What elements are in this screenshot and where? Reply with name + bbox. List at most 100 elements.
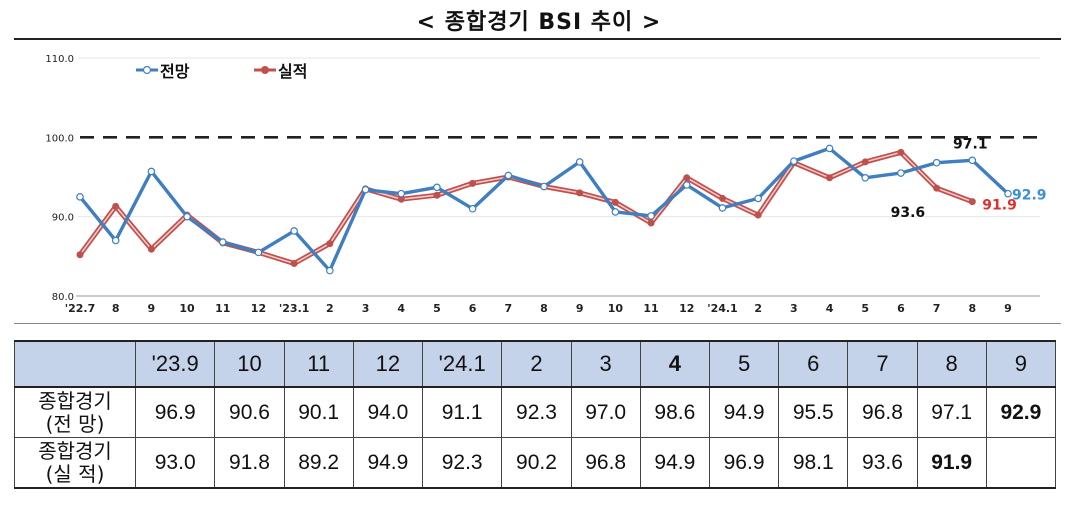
- data-point-actual: [611, 198, 619, 206]
- table-header-cell: 9: [985, 340, 1057, 388]
- x-tick-label: '24.1: [707, 302, 738, 315]
- data-point-actual: [861, 158, 869, 166]
- data-point-forecast: [825, 144, 834, 153]
- x-tick-label: 9: [1004, 302, 1012, 315]
- data-point-forecast: [718, 204, 727, 212]
- data-point-forecast: [361, 185, 370, 194]
- x-tick-label: 6: [897, 302, 905, 315]
- data-point-forecast: [861, 173, 870, 182]
- table-header-cell: 5: [708, 340, 780, 388]
- legend-actual-label: 실적: [278, 62, 308, 81]
- table-cell: 97.1: [916, 386, 987, 438]
- data-point-forecast: [147, 167, 156, 176]
- table-header-cell: 3: [570, 340, 641, 388]
- top-rule: [14, 38, 1061, 40]
- x-tick-label: 3: [790, 302, 798, 315]
- chart-table-divider: [14, 323, 1061, 324]
- table-cell: 91.1: [421, 386, 503, 438]
- x-tick-label: 5: [861, 302, 869, 315]
- x-tick-label: 8: [968, 302, 976, 315]
- x-tick-label: 8: [112, 302, 120, 315]
- y-tick-label: 100.0: [45, 133, 74, 144]
- table-cell: 90.6: [214, 386, 285, 438]
- table-cell: 89.2: [283, 437, 354, 489]
- x-tick-label: 9: [576, 302, 584, 315]
- data-point-forecast: [111, 236, 120, 245]
- table-cell: 98.1: [778, 437, 849, 489]
- table-row-actual: 종합경기 (실 적) 93.0 91.8 89.2 94.9 92.3 90.2…: [14, 437, 1057, 489]
- data-point-actual: [718, 194, 726, 202]
- table-cell: 90.1: [283, 386, 354, 438]
- series-line-actual-outer: [77, 149, 974, 266]
- data-point-actual: [683, 174, 691, 182]
- table-header-cell: '23.9: [134, 340, 216, 388]
- x-tick-label: 8: [540, 302, 548, 315]
- table-cell: 94.9: [708, 386, 780, 438]
- data-point-forecast: [218, 238, 227, 246]
- table-header-cell: '24.1: [421, 340, 503, 388]
- table-cell: 92.3: [421, 437, 503, 489]
- legend-forecast-label: 전망: [160, 62, 190, 81]
- table-header-cell: 7: [847, 340, 918, 388]
- table-header-cell: 4: [639, 340, 710, 388]
- data-point-actual: [112, 202, 120, 210]
- row-label-line: (전 망): [45, 411, 105, 436]
- data-point-actual: [754, 211, 762, 219]
- table-cell: 90.2: [501, 437, 572, 489]
- table-cell-latest: 91.9: [916, 437, 987, 489]
- table-header-row: '23.9 10 11 12 '24.1 2 3 4 5 6 7 8 9: [14, 340, 1057, 388]
- data-point-forecast: [932, 158, 941, 167]
- data-label: 92.9: [1012, 188, 1047, 204]
- data-point-actual: [968, 198, 976, 206]
- data-point-forecast: [968, 156, 977, 165]
- table-cell: [985, 437, 1057, 489]
- y-tick-label: 80.0: [52, 292, 74, 303]
- table-header-cell: 6: [778, 340, 849, 388]
- table-cell: 96.8: [570, 437, 641, 489]
- data-point-forecast: [575, 158, 584, 166]
- row-label-forecast: 종합경기 (전 망): [14, 386, 136, 438]
- table-cell: 96.9: [708, 437, 780, 489]
- table-cell: 94.0: [352, 386, 423, 438]
- table-cell: 96.8: [847, 386, 918, 438]
- x-tick-label: 7: [504, 302, 512, 315]
- data-point-actual: [933, 184, 941, 192]
- data-point-forecast: [397, 189, 406, 198]
- table-header-blank: [14, 340, 136, 388]
- data-point-actual: [647, 219, 655, 227]
- series-line-forecast: [78, 146, 1010, 273]
- table-cell: 94.9: [352, 437, 423, 489]
- table-header-cell: 8: [916, 340, 987, 388]
- data-point-forecast: [611, 208, 620, 216]
- row-label-line: (실 적): [45, 461, 105, 486]
- data-point-actual: [826, 174, 834, 182]
- legend-item-forecast: 전망: [136, 58, 189, 82]
- x-tick-label: 2: [754, 302, 762, 315]
- x-tick-label: 11: [643, 302, 658, 315]
- x-tick-label: 12: [251, 302, 266, 315]
- row-label-line: 종합경기: [38, 388, 112, 413]
- data-point-forecast: [540, 182, 548, 191]
- data-point-actual: [897, 148, 905, 156]
- table-cell: 93.0: [134, 437, 216, 489]
- y-tick-label: 90.0: [52, 213, 74, 224]
- data-point-forecast: [1004, 189, 1012, 198]
- table-header-cell: 10: [214, 340, 285, 388]
- row-label-actual: 종합경기 (실 적): [14, 437, 136, 489]
- x-tick-label: 10: [179, 302, 195, 315]
- data-label: 91.9: [982, 198, 1017, 214]
- table-cell: 93.6: [847, 437, 918, 489]
- data-point-forecast: [647, 212, 655, 220]
- table-cell: 91.8: [214, 437, 285, 489]
- x-tick-label: 4: [826, 302, 834, 315]
- table-header-cell: 12: [352, 340, 423, 388]
- x-tick-label: 3: [362, 302, 370, 315]
- row-label-line: 종합경기: [38, 438, 112, 463]
- data-point-forecast: [897, 169, 905, 177]
- data-point-actual: [76, 251, 84, 259]
- data-label: 97.1: [953, 136, 988, 152]
- legend-actual-marker: [254, 66, 276, 74]
- data-label: 93.6: [891, 205, 926, 221]
- x-tick-label: 10: [608, 302, 624, 315]
- y-tick-label: 110.0: [45, 54, 74, 65]
